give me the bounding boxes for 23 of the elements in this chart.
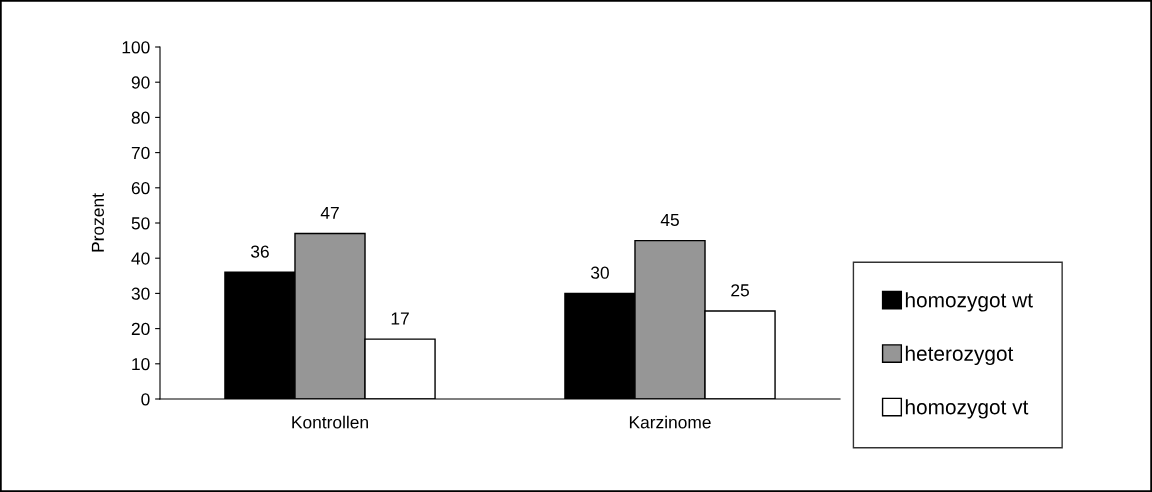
y-tick-label: 70 [131, 146, 150, 160]
x-tick-label: Kontrollen [292, 415, 368, 429]
x-tick-label: Karzinome [629, 415, 711, 429]
legend-label: heterozygot [905, 345, 1014, 366]
data-label: 25 [731, 284, 749, 297]
data-label: 36 [250, 245, 269, 258]
legend-label: homozygot vt [905, 399, 1029, 419]
legend-label: homozygot wt [905, 292, 1033, 312]
y-tick-label: 80 [131, 111, 150, 124]
data-label: 45 [660, 213, 679, 227]
y-tick-label: 50 [131, 217, 150, 230]
y-tick-label: 40 [131, 252, 150, 265]
y-tick-label: 30 [131, 287, 150, 300]
data-label: 17 [391, 312, 409, 325]
y-tick-label: 10 [132, 357, 150, 371]
data-label: 47 [320, 206, 339, 219]
y-axis-title: Prozent [91, 193, 104, 252]
y-tick-label: 0 [141, 393, 150, 406]
data-label: 30 [590, 266, 609, 279]
y-tick-label: 90 [131, 76, 150, 89]
y-tick-label: 20 [131, 322, 150, 336]
y-tick-label: 100 [122, 41, 150, 54]
y-tick-label: 60 [131, 181, 150, 195]
